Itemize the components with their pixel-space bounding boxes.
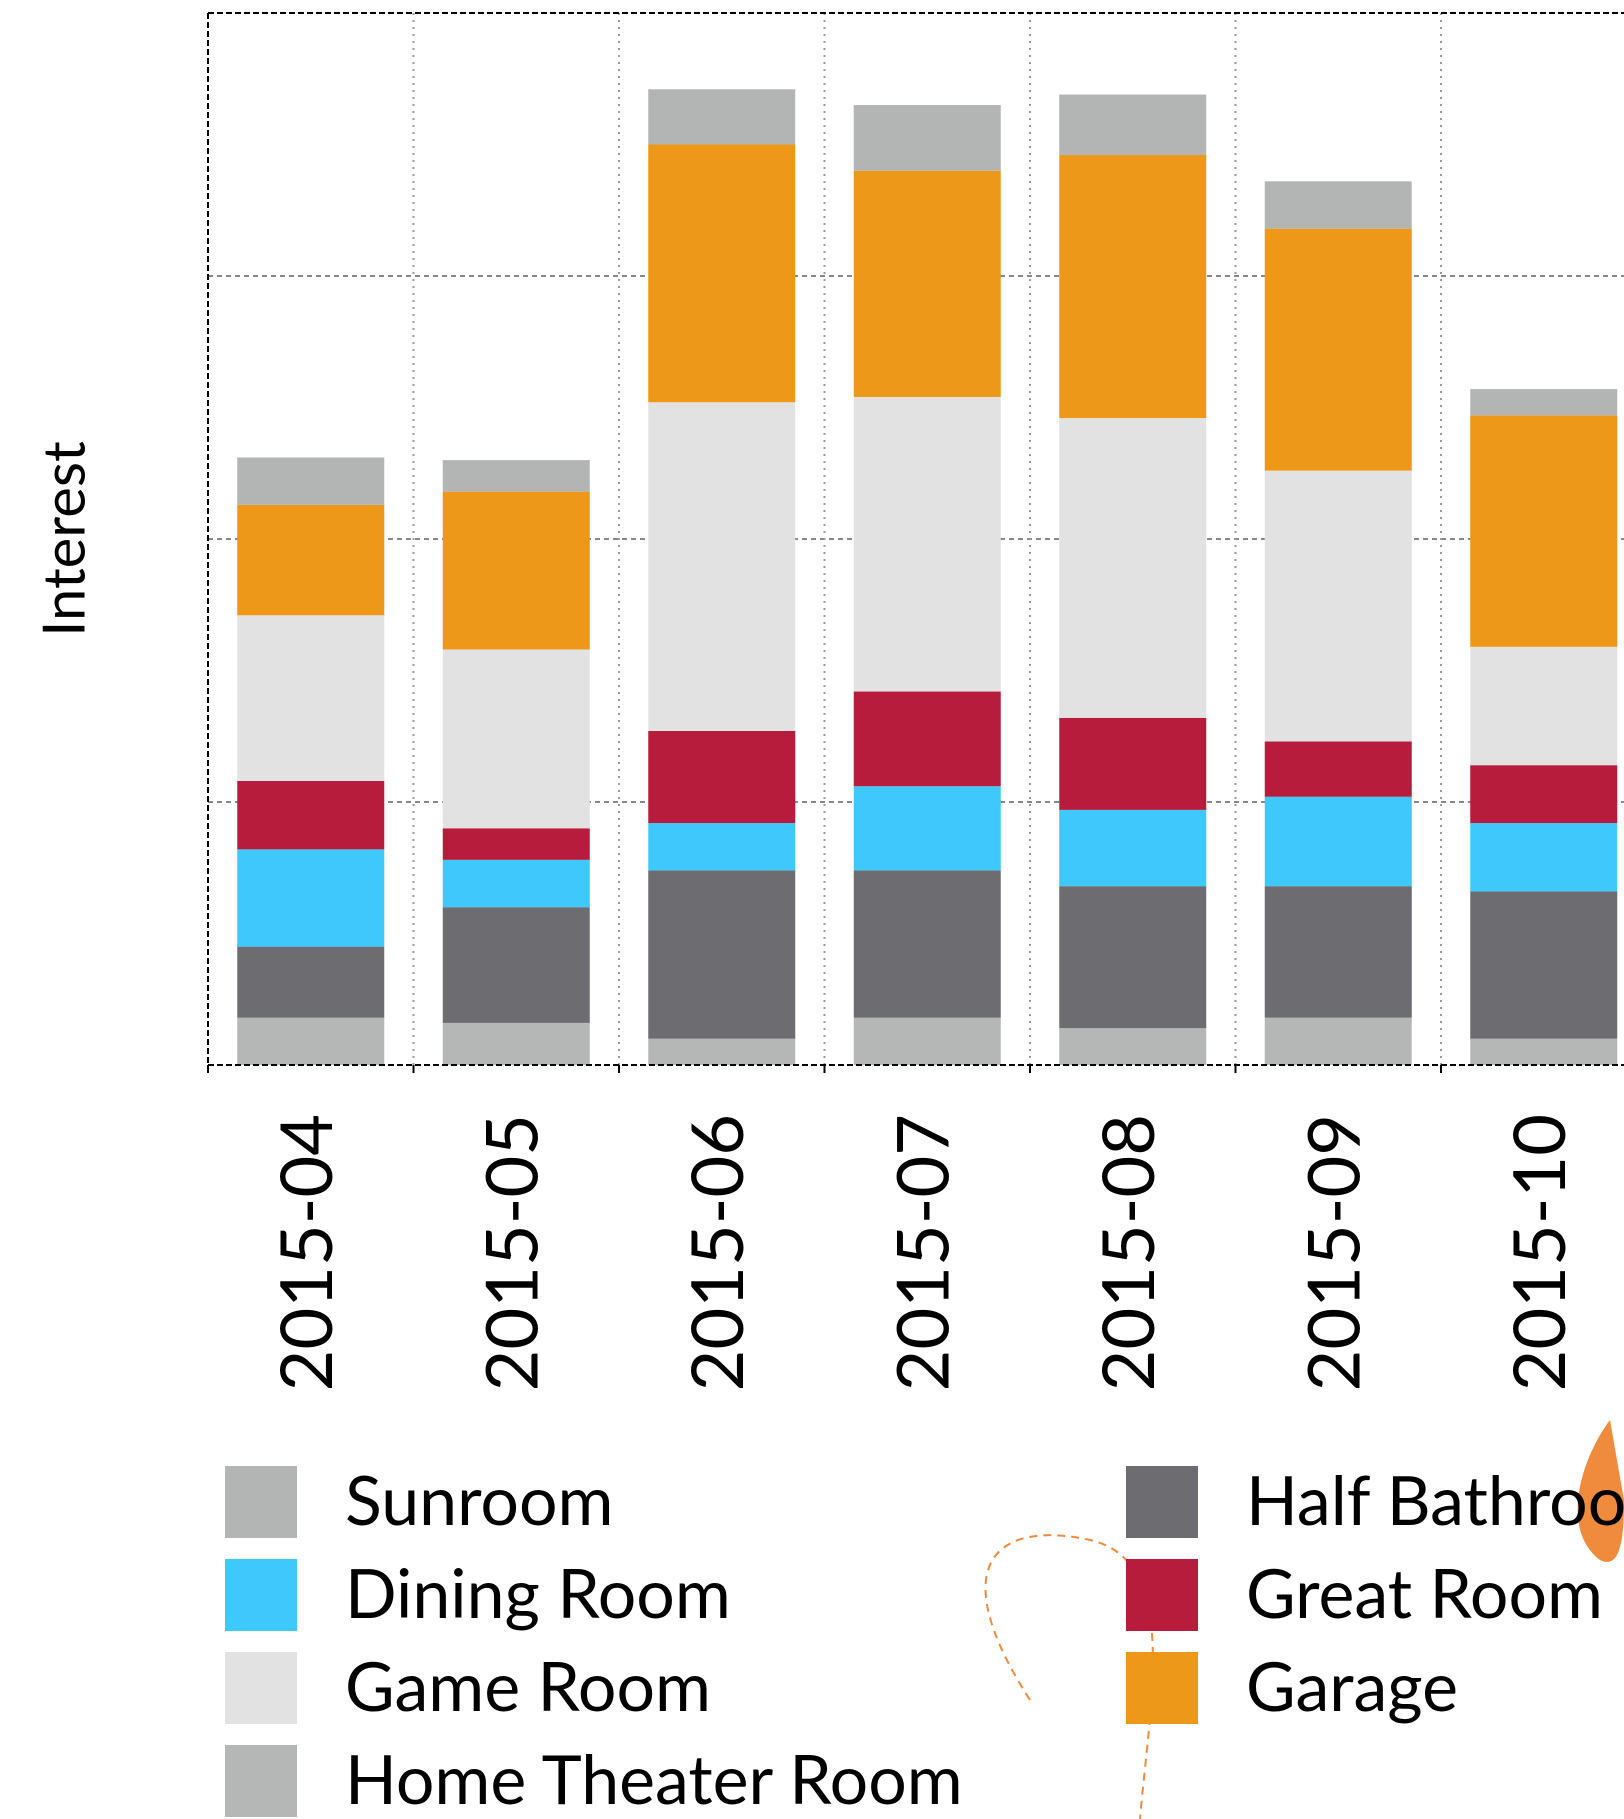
bar-segment [648,89,796,145]
bar-segment [648,402,796,731]
x-tick-label: 2015-08 [1084,1114,1170,1391]
legend-swatch [225,1466,297,1538]
x-tick-label: 2015-04 [262,1114,348,1391]
bar-segment [237,504,385,616]
bar-segment [648,823,796,871]
legend-label: Great Room [1246,1552,1603,1633]
bar-segment [237,615,385,781]
bar-segment [1470,389,1618,416]
bar-segment [853,105,1001,171]
bar-segment [853,1017,1001,1065]
bar-segment [853,170,1001,397]
legend-swatch [1126,1559,1198,1631]
bar-segment [1059,809,1207,887]
bar-segment [853,691,1001,787]
bar-segment [1059,418,1207,718]
bar-segment [648,144,796,403]
bar-segment [853,786,1001,871]
x-tick-label: 2015-07 [878,1114,964,1391]
bar-segment [1264,741,1412,797]
bar-segment [237,849,385,947]
bar-segment [1470,1038,1618,1065]
legend-label: Sunroom [345,1459,613,1540]
bar-segment [1470,823,1618,892]
bar-segment [1470,891,1618,1039]
bar-segment [442,649,590,829]
bar-segment [853,396,1001,692]
legend-label: Home Theater Room [345,1738,963,1819]
legend-swatch [1126,1466,1198,1538]
x-tick-label: 2015-05 [467,1114,553,1391]
x-tick-label: 2015-10 [1495,1114,1581,1391]
decoration [1577,1420,1624,1562]
x-tick-label: 2015-06 [673,1114,759,1391]
bar-segment [442,1022,590,1065]
bar-segment [853,870,1001,1018]
bar-segment [1264,1017,1412,1065]
bar-segment [648,870,796,1039]
bar-segment [1059,1028,1207,1065]
bar-segment [1264,886,1412,1018]
bar-segment [1264,181,1412,229]
bar-segment [1059,717,1207,810]
bar-segment [237,780,385,850]
legend-label: Half Bathroom [1246,1459,1624,1540]
legend-swatch [1126,1652,1198,1724]
bar-segment [1470,646,1618,766]
bar-segment [442,907,590,1023]
bar-segment [1264,796,1412,887]
legend-label: Garage [1246,1645,1458,1726]
bar-segment [1264,228,1412,471]
bar-segment [1059,94,1207,156]
legend-swatch [225,1745,297,1817]
bar-segment [442,828,590,860]
legend-swatch [225,1652,297,1724]
bar-segment [442,491,590,650]
legend-label: Game Room [345,1645,711,1726]
bar-segment [1264,470,1412,742]
bar-segment [1059,155,1207,419]
bar-segment [237,946,385,1018]
bar-segment [1470,765,1618,824]
legend-label: Dining Room [345,1552,731,1633]
bar-segment [237,457,385,505]
bar-segment [442,460,590,492]
bar-segment [442,859,590,908]
bar-segment [1470,415,1618,647]
y-axis-label: Interest [29,441,98,637]
bar-segment [1059,886,1207,1029]
bar-segment [648,730,796,824]
legend-swatch [225,1559,297,1631]
bar-segment [237,1017,385,1065]
bar-segment [648,1038,796,1065]
x-tick-label: 2015-09 [1289,1114,1375,1391]
